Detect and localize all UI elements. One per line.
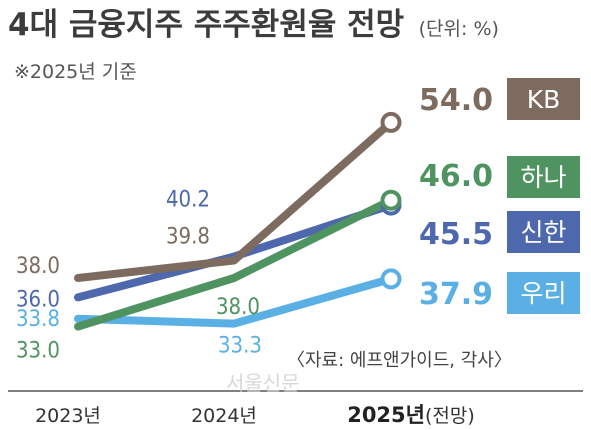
- point-label-layer: 38.0 36.033.8 33.0 40.2 39.8 38.0 33.3: [16, 188, 262, 364]
- end-value-shinhan: 45.5: [419, 217, 493, 252]
- source-note: 〈자료: 에프앤가이드, 각사〉: [287, 350, 512, 371]
- end-label-layer: 54.0 KB 46.0 하나 45.5 신한 37.9 우리: [419, 78, 580, 314]
- end-value-hana: 46.0: [419, 159, 493, 194]
- chart-title: 4대 금융지주 주주환원율 전망 (단위: %): [8, 7, 499, 43]
- x-tick-2023: 2023년: [35, 405, 101, 427]
- data-label-shinhan-2023: 36.0: [16, 287, 60, 312]
- data-label-kb-2023: 38.0: [16, 254, 60, 279]
- series-line-hana: [74, 196, 395, 331]
- legend-label-shinhan: 신한: [520, 218, 566, 247]
- end-value-kb: 54.0: [419, 83, 493, 118]
- data-label-woori-2024: 33.3: [218, 334, 262, 359]
- data-label-hana-2024: 38.0: [216, 295, 260, 320]
- series-line-kb: [74, 118, 395, 282]
- series-line-shinhan: [74, 201, 395, 302]
- series-line-woori: [74, 274, 395, 328]
- legend-label-kb: KB: [527, 85, 561, 114]
- data-label-shinhan-2024: 40.2: [166, 188, 210, 213]
- x-tick-2024: 2024년: [191, 405, 257, 427]
- title-unit: (단위: %): [419, 18, 499, 40]
- legend-badge-hana: [507, 156, 580, 198]
- x-tick-2025: 2025년(전망): [347, 403, 475, 427]
- watermark: 서울신문: [226, 371, 300, 395]
- legend-label-woori: 우리: [520, 279, 566, 308]
- end-marker-kb: [380, 111, 402, 133]
- legend-label-hana: 하나: [520, 163, 566, 192]
- end-value-woori: 37.9: [419, 277, 493, 312]
- legend-badge-kb: [507, 78, 580, 120]
- series-layer: [74, 111, 402, 331]
- end-marker-hana: [380, 189, 402, 211]
- data-label-hana-2023: 33.0: [16, 339, 60, 364]
- legend-badge-shinhan: [507, 211, 580, 253]
- data-label-kb-2024: 39.8: [166, 225, 210, 250]
- legend-badge-woori: [507, 272, 580, 314]
- chart-subtitle: ※2025년 기준: [14, 61, 137, 83]
- title-main: 4대 금융지주 주주환원율 전망: [8, 7, 404, 43]
- end-marker-woori: [380, 268, 402, 290]
- data-label-woori-2023: 33.8: [16, 307, 60, 332]
- x-axis-ticks: 2023년 2024년 2025년(전망): [35, 403, 475, 427]
